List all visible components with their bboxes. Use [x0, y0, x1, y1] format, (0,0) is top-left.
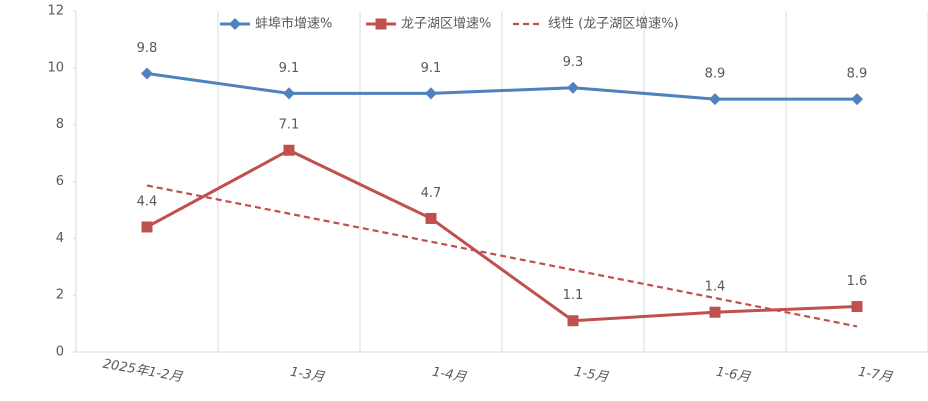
legend-label: 龙子湖区增速%	[401, 17, 491, 32]
data-label: 9.1	[421, 61, 442, 76]
x-tick-label: 2025年1-2月	[102, 357, 185, 386]
series-line	[146, 148, 858, 323]
legend-label: 线性 (龙子湖区增速%)	[548, 17, 679, 32]
data-label: 4.7	[421, 186, 442, 201]
marker	[425, 212, 437, 224]
marker	[851, 93, 863, 106]
legend-marker	[229, 18, 241, 30]
x-tick-label: 1-3月	[289, 365, 326, 386]
marker	[567, 315, 579, 327]
data-label: 8.9	[847, 67, 868, 82]
x-tick-label: 1-4月	[431, 365, 468, 386]
data-label: 1.1	[563, 288, 584, 303]
data-label: 9.8	[137, 41, 158, 56]
data-label: 1.4	[705, 280, 726, 295]
data-label: 8.9	[705, 67, 726, 82]
data-label: 4.4	[137, 194, 158, 209]
x-tick-label: 1-7月	[857, 365, 894, 386]
data-label: 9.1	[279, 61, 300, 76]
y-tick-label: 10	[47, 60, 64, 75]
trend-line	[146, 184, 858, 328]
legend-marker	[375, 18, 387, 30]
legend-label: 蚌埠市增速%	[255, 16, 332, 32]
data-label: 1.6	[847, 274, 868, 289]
y-tick-label: 6	[56, 174, 64, 189]
marker	[709, 306, 721, 318]
marker	[709, 93, 721, 106]
x-tick-label: 1-6月	[715, 365, 752, 386]
y-tick-label: 2	[56, 288, 64, 303]
marker	[283, 144, 295, 156]
x-tick-label: 1-5月	[573, 365, 610, 386]
y-tick-label: 4	[56, 231, 64, 246]
marker	[141, 221, 153, 233]
data-label: 7.1	[279, 118, 300, 133]
marker	[283, 87, 295, 100]
y-tick-label: 8	[56, 117, 64, 132]
marker	[425, 87, 437, 100]
y-tick-label: 0	[56, 345, 64, 360]
marker	[141, 67, 153, 80]
y-tick-label: 12	[47, 4, 64, 19]
data-label: 9.3	[563, 55, 584, 70]
series-line	[146, 72, 857, 101]
marker	[567, 81, 579, 94]
marker	[851, 301, 863, 313]
